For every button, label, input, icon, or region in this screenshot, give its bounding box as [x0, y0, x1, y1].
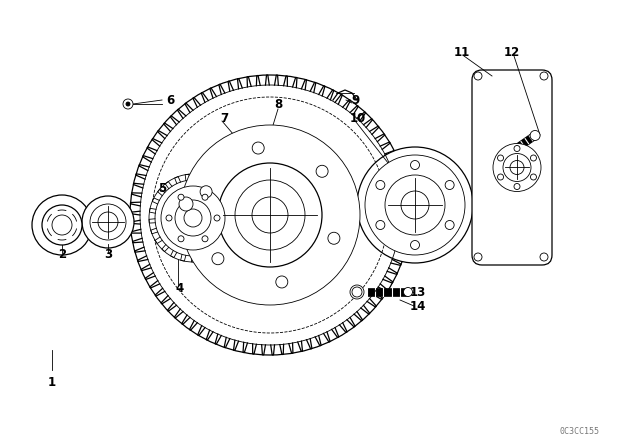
- Circle shape: [175, 200, 211, 236]
- Text: 0C3CC155: 0C3CC155: [560, 427, 600, 436]
- Circle shape: [376, 220, 385, 229]
- Text: 8: 8: [274, 99, 282, 112]
- Circle shape: [410, 241, 419, 250]
- Circle shape: [276, 276, 288, 288]
- Circle shape: [252, 142, 264, 154]
- Circle shape: [474, 253, 482, 261]
- Text: 7: 7: [220, 112, 228, 125]
- Text: 11: 11: [454, 46, 470, 59]
- Circle shape: [218, 163, 322, 267]
- Circle shape: [178, 194, 184, 200]
- Text: 10: 10: [350, 112, 366, 125]
- Circle shape: [126, 102, 130, 106]
- Circle shape: [493, 143, 541, 191]
- Circle shape: [514, 184, 520, 190]
- Text: 13: 13: [410, 285, 426, 298]
- Circle shape: [401, 191, 429, 219]
- Circle shape: [235, 180, 305, 250]
- Circle shape: [202, 194, 208, 200]
- Circle shape: [166, 215, 172, 221]
- Circle shape: [410, 160, 419, 169]
- Circle shape: [82, 196, 134, 248]
- Circle shape: [214, 215, 220, 221]
- Circle shape: [445, 220, 454, 229]
- Circle shape: [445, 181, 454, 190]
- Circle shape: [540, 72, 548, 80]
- Circle shape: [531, 174, 536, 180]
- Circle shape: [32, 195, 92, 255]
- Circle shape: [357, 147, 473, 263]
- Circle shape: [184, 209, 202, 227]
- Circle shape: [316, 165, 328, 177]
- Circle shape: [385, 175, 445, 235]
- Text: 4: 4: [176, 281, 184, 294]
- Circle shape: [328, 232, 340, 244]
- Text: 14: 14: [410, 300, 426, 313]
- Circle shape: [123, 99, 133, 109]
- Circle shape: [42, 205, 82, 245]
- Text: 6: 6: [166, 94, 174, 107]
- Circle shape: [503, 154, 531, 181]
- Circle shape: [514, 146, 520, 151]
- Circle shape: [52, 215, 72, 235]
- Circle shape: [161, 186, 225, 250]
- Circle shape: [403, 288, 413, 297]
- Text: 9: 9: [352, 94, 360, 107]
- Circle shape: [98, 212, 118, 232]
- Circle shape: [130, 75, 410, 355]
- Circle shape: [212, 253, 224, 265]
- Circle shape: [202, 236, 208, 242]
- Circle shape: [180, 125, 360, 305]
- Text: 3: 3: [104, 249, 112, 262]
- Circle shape: [179, 197, 193, 211]
- Text: 1: 1: [48, 375, 56, 388]
- Circle shape: [200, 186, 212, 198]
- Text: 5: 5: [158, 181, 166, 194]
- Text: 2: 2: [58, 249, 66, 262]
- Circle shape: [149, 174, 237, 262]
- Circle shape: [90, 204, 126, 240]
- Circle shape: [531, 155, 536, 161]
- FancyBboxPatch shape: [472, 70, 552, 265]
- Circle shape: [252, 197, 288, 233]
- Circle shape: [530, 130, 540, 141]
- Circle shape: [540, 253, 548, 261]
- Circle shape: [365, 155, 465, 255]
- Circle shape: [352, 287, 362, 297]
- Circle shape: [510, 160, 524, 175]
- Text: 12: 12: [504, 46, 520, 59]
- Circle shape: [474, 72, 482, 80]
- Circle shape: [350, 285, 364, 299]
- Circle shape: [376, 181, 385, 190]
- Circle shape: [497, 155, 504, 161]
- Circle shape: [178, 236, 184, 242]
- Circle shape: [497, 174, 504, 180]
